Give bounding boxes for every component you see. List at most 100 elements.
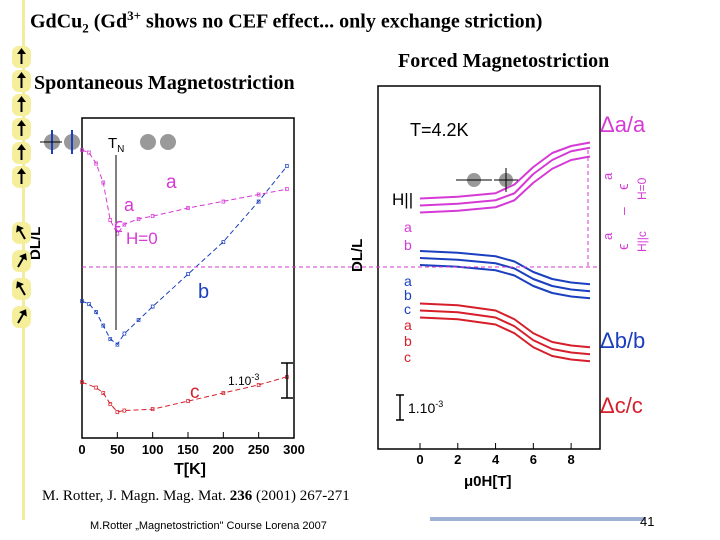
eps-symbol: ϵ: [114, 215, 123, 237]
spin-arrow-icon: [12, 142, 31, 164]
left-data-point-b: ¤: [115, 339, 120, 349]
right-series-line-b-5: [419, 264, 591, 300]
left-series-group: ¤¤¤¤¤¤¤¤¤¤¤¤¤¤¤¤¤¤¤¤¤¤¤¤¤¤¤¤¤¤¤¤¤¤¤¤¤: [79, 145, 289, 417]
left-data-point-b: ¤: [108, 334, 113, 344]
spin-arrow-icon: [12, 222, 31, 244]
eps-a-label: a: [124, 195, 135, 215]
left-series-line-b: [81, 165, 288, 346]
left-data-point-b: ¤: [221, 237, 226, 247]
left-x-tick-label: 200: [212, 442, 234, 457]
delta-c-label: Δc/c: [600, 393, 643, 418]
left-data-point-a: ¤: [256, 190, 261, 200]
left-data-point-a: ¤: [221, 196, 226, 206]
left-x-tick-label: 250: [248, 442, 270, 457]
left-data-point-c: ¤: [79, 377, 84, 387]
eps-a-bottom: a: [600, 232, 615, 240]
slide-title: GdCu2 (Gd3+ shows no CEF effect... only …: [30, 8, 543, 36]
left-data-point-a: ¤: [79, 145, 84, 155]
left-label-a: a: [166, 172, 177, 193]
eps-condition-hc: H||c: [635, 231, 649, 252]
arrow-head: [19, 309, 27, 317]
left-x-tick-label: 150: [177, 442, 199, 457]
left-data-point-b: ¤: [150, 302, 155, 312]
arrow-head: [16, 225, 24, 233]
spin-arrow-icon: [12, 166, 31, 188]
left-data-point-b: ¤: [79, 296, 84, 306]
left-data-point-c: ¤: [94, 383, 99, 393]
right-label-a3: a: [404, 317, 412, 333]
left-data-point-b: ¤: [94, 307, 99, 317]
left-data-point-a: ¤: [150, 211, 155, 221]
left-data-point-c: ¤: [122, 406, 127, 416]
right-spin-icons: [456, 168, 518, 192]
left-x-tick-label: 300: [283, 442, 305, 457]
left-data-point-c: ¤: [185, 396, 190, 406]
right-series-line-c-6: [419, 302, 591, 349]
field-label: H||: [392, 190, 413, 209]
heading-spontaneous: Spontaneous Magnetostriction: [34, 72, 295, 94]
left-data-point-b: ¤: [284, 161, 289, 171]
right-series-line-c-8: [419, 316, 591, 363]
spin-arrow-icon: [12, 250, 31, 272]
left-data-point-a: ¤: [284, 184, 289, 194]
arrow-head: [16, 281, 24, 289]
spin-ball: [160, 134, 176, 150]
eps-symbol-top: ϵ: [615, 183, 632, 190]
right-y-axis-label: DL/L: [349, 239, 366, 272]
left-data-point-c: ¤: [101, 388, 106, 398]
right-x-ticks: 0 2 4 6 8: [416, 443, 575, 467]
right-x-axis-label: μ0H[T]: [464, 473, 512, 490]
spin-arrow-icon: [12, 46, 31, 68]
left-x-tick-label: 0: [78, 442, 85, 457]
right-x-tick-label: 6: [530, 452, 537, 467]
eps-minus: –: [615, 207, 631, 215]
left-spin-icons: [40, 130, 176, 154]
right-label-b1: b: [404, 237, 412, 253]
right-series-line-c-7: [419, 309, 591, 356]
right-label-b3: b: [404, 333, 412, 349]
right-label-c2: c: [404, 301, 411, 317]
left-data-point-c: ¤: [221, 388, 226, 398]
tn-label: TN: [108, 135, 124, 155]
left-data-point-a: ¤: [87, 148, 92, 158]
left-data-point-a: ¤: [101, 177, 106, 187]
left-data-point-a: ¤: [108, 215, 113, 225]
right-x-tick-label: 8: [567, 452, 574, 467]
left-data-point-b: ¤: [256, 196, 261, 206]
left-data-point-b: ¤: [122, 329, 127, 339]
temperature-label: T=4.2K: [410, 120, 469, 140]
left-series-line-a: [81, 149, 288, 235]
course-credit: M.Rotter „Magnetostriction" Course Loren…: [90, 520, 327, 532]
bottom-accent-bar: [430, 517, 645, 521]
eps-a-top: a: [600, 172, 615, 180]
right-label-b2: b: [404, 287, 412, 303]
spin-arrow-icon: [12, 94, 31, 116]
delta-a-label: Δa/a: [600, 112, 646, 137]
left-x-ticks: 0 50 100 150 200 250 300: [78, 432, 305, 457]
left-data-point-b: ¤: [136, 315, 141, 325]
left-data-point-c: ¤: [115, 407, 120, 417]
left-data-point-a: ¤: [115, 229, 120, 239]
right-x-tick-label: 4: [492, 452, 500, 467]
eps-symbol-bottom: ϵ: [615, 243, 632, 250]
right-label-a2: a: [404, 273, 412, 289]
right-label-a1: a: [404, 219, 412, 235]
right-scale-label: 1.10-3: [408, 399, 443, 416]
left-data-point-c: ¤: [108, 399, 113, 409]
arrow-head: [17, 144, 26, 150]
arrow-head: [17, 48, 26, 54]
spin-arrow-icon: [12, 70, 31, 92]
arrow-head: [17, 96, 26, 102]
left-data-point-b: ¤: [185, 269, 190, 279]
eps-condition: H=0: [126, 229, 158, 248]
left-data-point-a: ¤: [136, 214, 141, 224]
page-number: 41: [640, 514, 655, 529]
right-series-line-b-4: [419, 257, 591, 293]
heading-forced: Forced Magnetostriction: [398, 50, 610, 72]
spin-arrow-icon: [12, 118, 31, 140]
right-label-c3: c: [404, 349, 411, 365]
arrow-head: [17, 168, 26, 174]
left-label-b: b: [198, 281, 209, 303]
right-x-tick-label: 0: [416, 452, 423, 467]
